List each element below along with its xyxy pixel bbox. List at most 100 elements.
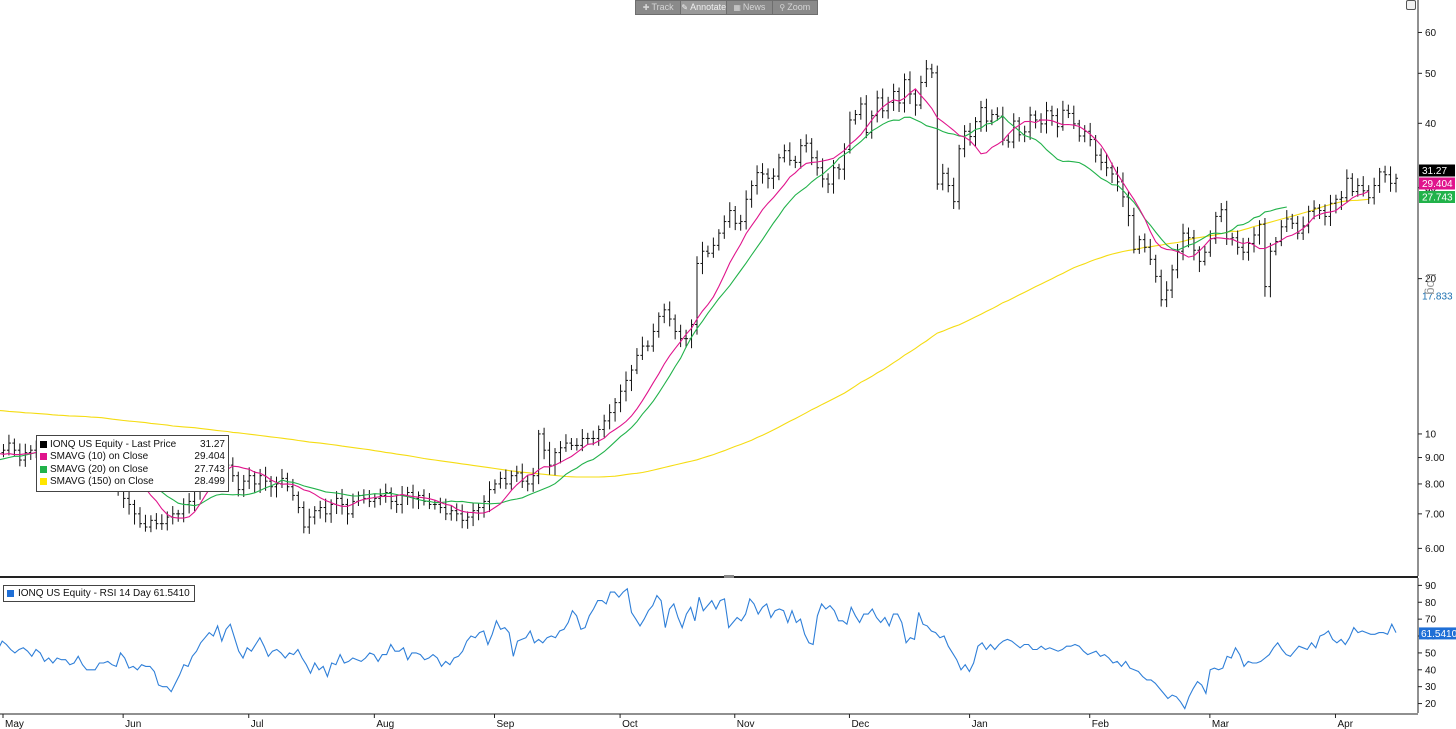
price-bar <box>1377 167 1382 193</box>
last-value-labels: 31.27 29.404 27.743 17.833 61.5410 <box>1419 164 1456 640</box>
price-bar <box>1394 173 1398 193</box>
price-bar <box>809 138 814 166</box>
price-bar <box>389 487 394 510</box>
price-bar <box>252 471 257 493</box>
price-bar <box>1039 113 1044 133</box>
price-bar <box>613 398 618 422</box>
sma150-line <box>0 198 1369 478</box>
price-tick-label: 7.00 <box>1425 509 1445 520</box>
price-bar <box>460 504 465 529</box>
price-bar <box>531 467 536 492</box>
price-bar <box>804 134 809 153</box>
price-bar <box>918 75 923 110</box>
price-bar <box>279 468 284 489</box>
price-bar <box>902 73 907 113</box>
price-bar <box>1323 204 1328 226</box>
last-value-badge <box>1419 164 1455 177</box>
price-bar <box>836 163 841 180</box>
price-bar <box>634 348 639 375</box>
price-bar <box>602 414 607 438</box>
price-bar <box>853 109 858 125</box>
price-bar <box>946 167 951 193</box>
price-bar <box>1017 117 1022 142</box>
price-bar <box>864 95 869 139</box>
price-bar <box>1252 227 1257 253</box>
price-bar <box>973 117 978 147</box>
rsi-legend-label: IONQ US Equity - RSI 14 Day 61.5410 <box>18 588 190 599</box>
annotate-button[interactable]: ✎ Annotate <box>681 1 728 14</box>
pane-divider-handle <box>724 575 734 578</box>
legend-item-sma150: SMAVG (150) on Close 28.499 <box>40 476 225 489</box>
price-bar <box>929 63 934 79</box>
price-bar <box>847 111 852 154</box>
price-tick-label: 6.00 <box>1425 544 1445 555</box>
price-bar <box>995 107 1000 121</box>
price-bar <box>716 229 721 251</box>
price-bar <box>798 138 803 169</box>
price-bar <box>154 513 159 530</box>
price-bar <box>1153 254 1158 283</box>
price-bar <box>143 514 148 532</box>
price-bar <box>1344 169 1349 202</box>
price-bar <box>1011 113 1016 149</box>
legend-item-sma20: SMAVG (20) on Close 27.743 <box>40 463 225 476</box>
price-bar <box>1306 205 1311 234</box>
price-bar <box>400 485 405 514</box>
chart-toolbar: ✚ Track ✎ Annotate ▦ News ⚲ Zoom <box>635 0 818 15</box>
price-bar <box>705 245 710 258</box>
rsi-tick-label: 70 <box>1425 615 1437 626</box>
price-bar <box>1219 202 1224 223</box>
price-bar <box>940 163 945 191</box>
news-label: News <box>742 2 766 12</box>
price-bar <box>968 122 973 146</box>
rsi-legend[interactable]: IONQ US Equity - RSI 14 Day 61.5410 <box>3 585 195 602</box>
price-bar <box>1273 236 1278 256</box>
price-bar <box>471 502 476 527</box>
price-bar <box>1213 211 1218 244</box>
price-bar <box>1137 235 1142 254</box>
legend-value: 31.27 <box>199 438 225 450</box>
price-bar <box>607 404 612 430</box>
track-label: Track <box>651 2 674 12</box>
price-bar <box>640 336 645 360</box>
rsi-series <box>0 587 1397 710</box>
price-bar <box>907 71 912 105</box>
price-bar <box>438 497 443 514</box>
legend-label: IONQ US Equity - Last Price <box>50 438 177 450</box>
price-bar <box>170 506 175 525</box>
legend-value: 29.404 <box>194 451 225 463</box>
price-bar <box>869 110 874 139</box>
price-bar <box>465 511 470 529</box>
price-bar <box>1241 237 1246 261</box>
price-bar <box>514 465 519 482</box>
price-bar <box>132 499 137 525</box>
track-button[interactable]: ✚ Track <box>636 1 682 14</box>
legend-item-sma10: SMAVG (10) on Close 29.404 <box>40 451 225 464</box>
price-bar <box>350 493 355 518</box>
price-legend[interactable]: IONQ US Equity - Last Price 31.27 SMAVG … <box>36 435 229 492</box>
price-tick-label: 40 <box>1425 119 1437 130</box>
pencil-icon: ✎ <box>681 3 689 12</box>
price-bar <box>1383 165 1388 183</box>
price-bar <box>1006 134 1011 148</box>
price-bar <box>553 448 558 476</box>
legend-swatch <box>40 478 47 486</box>
price-bar <box>1099 148 1104 171</box>
price-bar <box>1355 178 1360 197</box>
news-button[interactable]: ▦ News <box>727 1 773 14</box>
chart-options-icon[interactable] <box>1406 0 1416 10</box>
price-bar <box>984 98 989 132</box>
price-bar <box>629 364 634 392</box>
price-bar <box>307 508 312 534</box>
price-tick-label: 60 <box>1425 28 1437 39</box>
price-bar <box>509 470 514 490</box>
price-bar <box>831 159 836 194</box>
price-bar <box>662 303 667 324</box>
price-bar <box>771 168 776 189</box>
price-bar <box>738 214 743 231</box>
zoom-button[interactable]: ⚲ Zoom <box>773 1 817 14</box>
price-bar <box>891 83 896 111</box>
price-bar <box>542 427 547 460</box>
price-bar <box>1142 233 1147 253</box>
price-bar <box>1077 119 1082 142</box>
